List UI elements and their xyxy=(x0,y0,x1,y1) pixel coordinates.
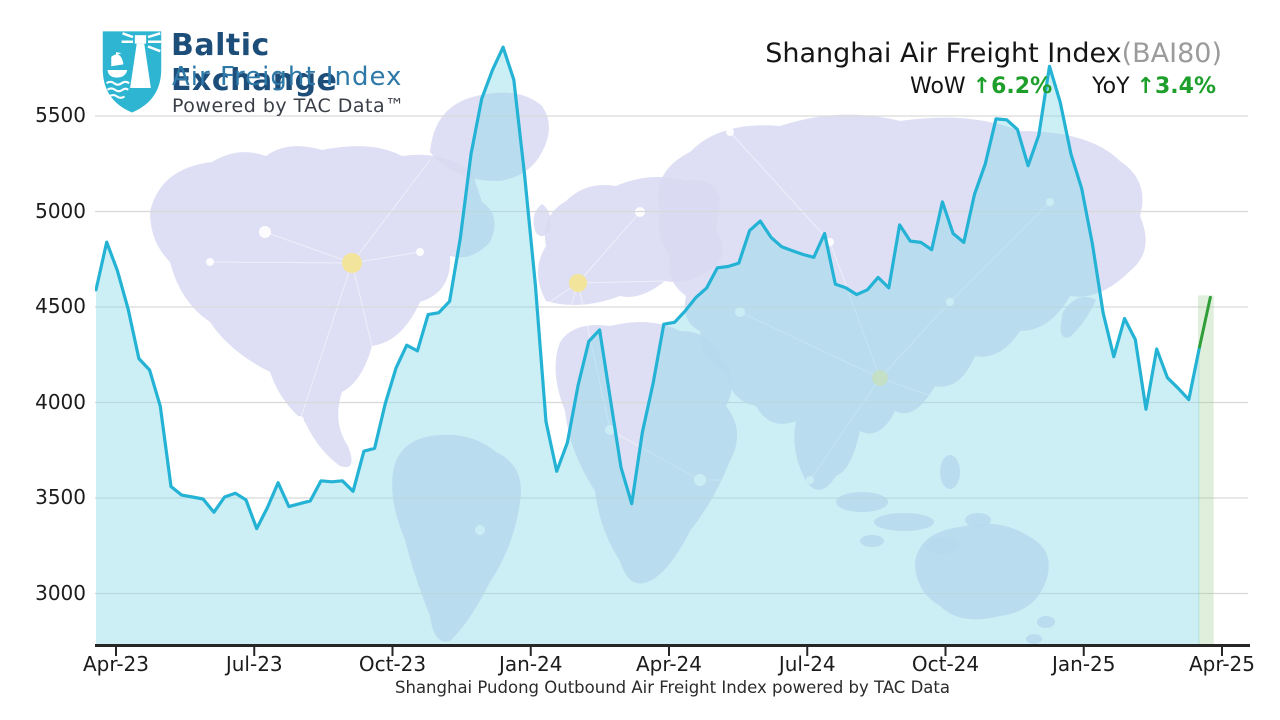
x-axis-label: Apr-25 xyxy=(1189,652,1255,676)
baltic-exchange-shield-icon xyxy=(102,31,162,113)
wow-value: ↑6.2% xyxy=(972,74,1053,99)
chart-title-suffix: (BAI80) xyxy=(1121,38,1222,69)
yoy-value: ↑3.4% xyxy=(1136,74,1216,99)
x-axis-label: Oct-23 xyxy=(358,652,427,676)
logo-powered-by: Powered by TAC Data™ xyxy=(172,95,405,117)
chart-caption: Shanghai Pudong Outbound Air Freight Ind… xyxy=(395,678,950,697)
y-axis-label: 4000 xyxy=(35,389,86,414)
chart-title: Shanghai Air Freight Index(BAI80) xyxy=(765,38,1222,69)
y-axis-label: 5500 xyxy=(35,103,86,127)
x-axis-label: Jul-23 xyxy=(225,652,283,676)
y-axis-label: 5000 xyxy=(35,198,86,223)
latest-week-line xyxy=(1198,295,1212,349)
wow-label: WoW xyxy=(909,74,966,99)
map-hub-dots xyxy=(342,253,888,386)
network-mesh-lines xyxy=(209,131,1051,481)
logo-title: Baltic Exchange xyxy=(171,28,338,98)
latest-week-band xyxy=(1198,295,1214,645)
logo-subtitle: Air Freight Index xyxy=(172,62,403,92)
y-axis-label: 4500 xyxy=(35,294,86,318)
change-stats: WoW ↑6.2% YoY ↑3.4% xyxy=(910,74,1216,99)
y-axis-label: 3000 xyxy=(35,580,86,605)
chart-title-text: Shanghai Air Freight Index xyxy=(765,38,1122,69)
yoy-label: YoY xyxy=(1092,74,1130,99)
y-axis-label: 3500 xyxy=(35,485,86,509)
x-axis-label: Jul-24 xyxy=(778,652,836,676)
x-axis-label: Apr-24 xyxy=(636,652,702,676)
world-map-background xyxy=(150,92,1146,644)
network-mesh-nodes xyxy=(206,128,1054,535)
x-axis-label: Oct-24 xyxy=(911,652,980,676)
x-axis-ticks xyxy=(115,647,1223,656)
x-axis-label: Apr-23 xyxy=(83,652,149,676)
baltic-exchange-logo: Baltic Exchange Air Freight Index Powere… xyxy=(97,25,437,125)
x-axis-label: Jan-25 xyxy=(1052,652,1116,676)
x-axis-label: Jan-24 xyxy=(499,652,563,676)
index-line xyxy=(95,45,1202,531)
index-area-fill xyxy=(96,47,1200,645)
gridlines xyxy=(95,115,1248,595)
